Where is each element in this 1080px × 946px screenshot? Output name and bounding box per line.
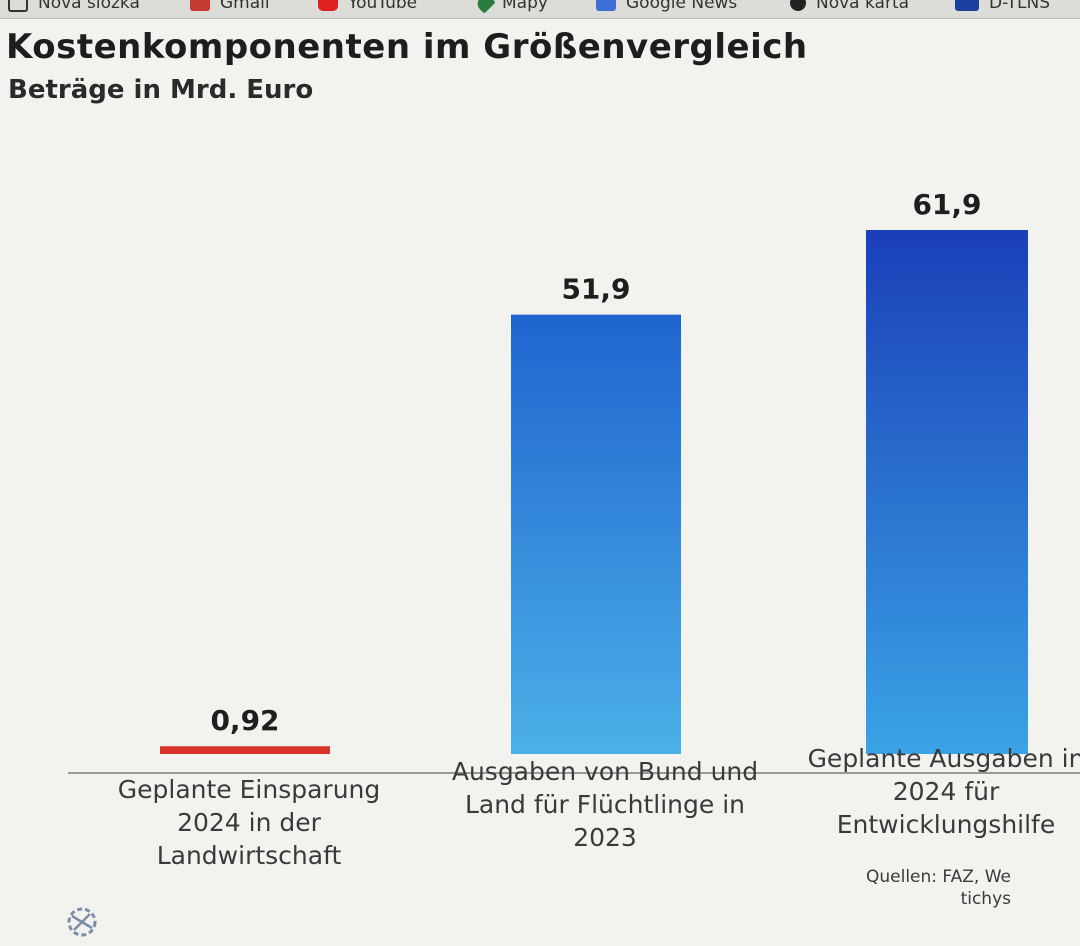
category-label: 2023	[573, 823, 637, 852]
data-label: 51,9	[561, 273, 630, 306]
bookmark-label: Mapy	[502, 0, 548, 13]
chart-subtitle: Beträge in Mrd. Euro	[8, 75, 314, 105]
category-label: Landwirtschaft	[157, 841, 342, 870]
category-label: Geplante Ausgaben in	[808, 744, 1080, 773]
chart-title: Kostenkomponenten im Größenvergleich	[6, 27, 808, 67]
data-label: 0,92	[210, 704, 279, 737]
bookmark-item[interactable]: Mapy	[474, 0, 548, 14]
bookmark-label: YouTube	[348, 0, 418, 13]
bar	[866, 230, 1028, 754]
category-label: 2024 für	[893, 777, 1000, 806]
bar	[160, 746, 330, 754]
bookmark-label: Nová složka	[38, 0, 140, 13]
bookmark-item[interactable]: Nová složka	[8, 0, 140, 14]
bar	[511, 314, 681, 754]
bookmark-label: D-TLNS	[989, 0, 1051, 13]
bookmark-label: Google News	[626, 0, 738, 13]
category-label: Land für Flüchtlinge in	[465, 790, 745, 819]
youtube-icon	[318, 0, 338, 11]
category-label: Geplante Einsparung	[118, 775, 381, 804]
maps-icon	[474, 0, 496, 14]
chart-card: Kostenkomponenten im Größenvergleich Bet…	[0, 19, 1080, 946]
bookmark-item[interactable]: Gmail	[190, 0, 270, 14]
category-label: Entwicklungshilfe	[837, 810, 1056, 839]
bookmark-item[interactable]: YouTube	[318, 0, 417, 14]
bar-chart: 0,92 51,9 61,9 Geplante Einsparung 2024 in …	[68, 188, 1080, 870]
google-news-icon	[596, 0, 616, 11]
folder-icon	[8, 0, 28, 12]
category-label: 2024 in der	[177, 808, 322, 837]
category-label: Ausgaben von Bund und	[452, 757, 758, 786]
bookmark-item[interactable]: D-TLNS	[955, 0, 1050, 14]
gmail-icon	[190, 0, 210, 11]
bookmark-label: Nová karta	[816, 0, 910, 13]
bookmark-item[interactable]: Google News	[596, 0, 737, 14]
source-note: Quellen: FAZ, We tichys	[866, 866, 1011, 910]
publisher-logo-icon	[67, 907, 97, 937]
source-line-2: tichys	[960, 889, 1011, 909]
source-line-1: Quellen: FAZ, We	[866, 867, 1011, 887]
bookmark-item[interactable]: Nová karta	[790, 0, 909, 14]
new-tab-icon	[790, 0, 806, 11]
bookmark-label: Gmail	[220, 0, 270, 13]
bookmarks-bar: Nová složka Gmail YouTube Mapy Google News No…	[0, 0, 1080, 19]
data-label: 61,9	[912, 188, 981, 221]
dtlns-icon	[955, 0, 979, 11]
